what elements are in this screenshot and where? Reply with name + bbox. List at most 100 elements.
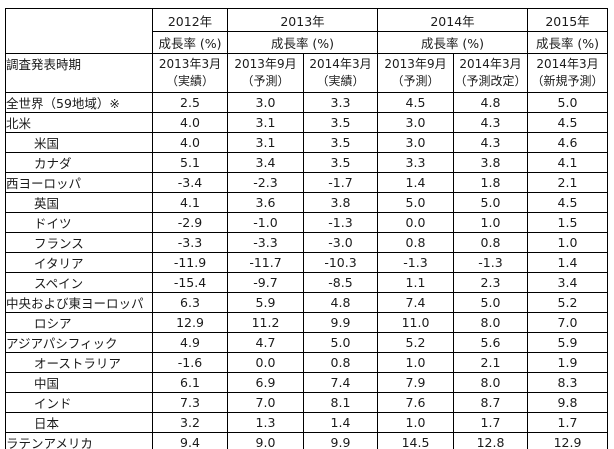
region-label: ラテンアメリカ — [5, 432, 153, 449]
value-cell: -3.4 — [152, 172, 228, 193]
value-cell: 11.0 — [377, 312, 454, 333]
value-cell: 8.0 — [453, 372, 528, 393]
value-cell: 1.3 — [227, 412, 304, 433]
value-cell: 5.0 — [303, 332, 378, 353]
value-cell: 4.3 — [453, 112, 528, 133]
value-cell: 3.4 — [527, 272, 608, 293]
value-cell: 4.5 — [527, 192, 608, 213]
region-label: オーストラリア — [5, 352, 153, 373]
value-cell: 7.3 — [152, 392, 228, 413]
value-cell: 1.1 — [377, 272, 454, 293]
value-cell: 0.8 — [453, 232, 528, 253]
value-cell: -11.7 — [227, 252, 304, 273]
value-cell: 2.1 — [453, 352, 528, 373]
value-cell: 3.8 — [303, 192, 378, 213]
value-cell: -2.9 — [152, 212, 228, 233]
value-cell: 3.5 — [303, 152, 378, 173]
table-row: 日本 3.2 1.3 1.4 1.0 1.7 1.7 — [5, 412, 608, 433]
value-cell: 11.2 — [227, 312, 304, 333]
value-cell: 1.7 — [453, 412, 528, 433]
value-cell: 6.1 — [152, 372, 228, 393]
value-cell: 0.0 — [227, 352, 304, 373]
value-cell: 12.9 — [152, 312, 228, 333]
table-row: ドイツ -2.9 -1.0 -1.3 0.0 1.0 1.5 — [5, 212, 608, 233]
value-cell: 4.1 — [152, 192, 228, 213]
value-cell: 8.0 — [453, 312, 528, 333]
period-col-4: 2013年9月 （予測） — [377, 53, 454, 93]
value-cell: 5.0 — [377, 192, 454, 213]
value-cell: -1.3 — [303, 212, 378, 233]
value-cell: -10.3 — [303, 252, 378, 273]
value-cell: 3.0 — [377, 112, 454, 133]
value-cell: 4.9 — [152, 332, 228, 353]
value-cell: 5.9 — [527, 332, 608, 353]
value-cell: 9.9 — [303, 312, 378, 333]
table-row: 全世界（59地域）※ 2.5 3.0 3.3 4.5 4.8 5.0 — [5, 92, 608, 113]
value-cell: -1.6 — [152, 352, 228, 373]
value-cell: -11.9 — [152, 252, 228, 273]
region-label: ロシア — [5, 312, 153, 333]
value-cell: 3.3 — [377, 152, 454, 173]
table-row: 英国 4.1 3.6 3.8 5.0 5.0 4.5 — [5, 192, 608, 213]
value-cell: 5.6 — [453, 332, 528, 353]
growth-rate-label-2012: 成長率 (%) — [152, 31, 228, 54]
value-cell: 14.5 — [377, 432, 454, 449]
value-cell: 12.9 — [527, 432, 608, 449]
region-label: 西ヨーロッパ — [5, 172, 153, 193]
value-cell: 1.0 — [527, 232, 608, 253]
value-cell: 7.6 — [377, 392, 454, 413]
value-cell: 1.4 — [377, 172, 454, 193]
table-row: ロシア 12.9 11.2 9.9 11.0 8.0 7.0 — [5, 312, 608, 333]
growth-rate-label-2013: 成長率 (%) — [227, 31, 378, 54]
value-cell: -3.0 — [303, 232, 378, 253]
value-cell: 7.4 — [303, 372, 378, 393]
year-header-row: 2012年 2013年 2014年 2015年 — [5, 8, 608, 54]
value-cell: -9.7 — [227, 272, 304, 293]
growth-forecast-table: 2012年 2013年 2014年 2015年 成長率 (%) 成長率 (%) … — [5, 8, 608, 449]
region-label: カナダ — [5, 152, 153, 173]
value-cell: 3.6 — [227, 192, 304, 213]
growth-rate-label-2015: 成長率 (%) — [527, 31, 608, 54]
period-col-5: 2014年3月 （予測改定） — [453, 53, 528, 93]
value-cell: -3.3 — [227, 232, 304, 253]
value-cell: 5.2 — [377, 332, 454, 353]
region-label: 中国 — [5, 372, 153, 393]
table-row: カナダ 5.1 3.4 3.5 3.3 3.8 4.1 — [5, 152, 608, 173]
value-cell: 5.9 — [227, 292, 304, 313]
region-label: アジアパシフィック — [5, 332, 153, 353]
value-cell: 4.0 — [152, 112, 228, 133]
value-cell: 8.3 — [527, 372, 608, 393]
table-row: アジアパシフィック 4.9 4.7 5.0 5.2 5.6 5.9 — [5, 332, 608, 353]
value-cell: 3.5 — [303, 132, 378, 153]
period-col-1: 2013年3月 （実績） — [152, 53, 228, 93]
table-row: 米国 4.0 3.1 3.5 3.0 4.3 4.6 — [5, 132, 608, 153]
value-cell: 0.8 — [377, 232, 454, 253]
value-cell: 4.1 — [527, 152, 608, 173]
table-row: 西ヨーロッパ -3.4 -2.3 -1.7 1.4 1.8 2.1 — [5, 172, 608, 193]
table-row: 中国 6.1 6.9 7.4 7.9 8.0 8.3 — [5, 372, 608, 393]
region-label: 北米 — [5, 112, 153, 133]
survey-period-header-row: 調査発表時期 2013年3月 （実績） 2013年9月 （予測） 2014年3月 （実… — [5, 53, 608, 93]
value-cell: 4.5 — [377, 92, 454, 113]
value-cell: 7.0 — [527, 312, 608, 333]
value-cell: 5.1 — [152, 152, 228, 173]
value-cell: -1.7 — [303, 172, 378, 193]
value-cell: 7.9 — [377, 372, 454, 393]
value-cell: 0.0 — [377, 212, 454, 233]
value-cell: 9.0 — [227, 432, 304, 449]
region-label: 英国 — [5, 192, 153, 213]
value-cell: -1.3 — [453, 252, 528, 273]
value-cell: 1.8 — [453, 172, 528, 193]
value-cell: 9.4 — [152, 432, 228, 449]
table-row: インド 7.3 7.0 8.1 7.6 8.7 9.8 — [5, 392, 608, 413]
value-cell: 1.0 — [377, 412, 454, 433]
value-cell: 0.8 — [303, 352, 378, 373]
value-cell: 12.8 — [453, 432, 528, 449]
region-label: インド — [5, 392, 153, 413]
value-cell: 6.9 — [227, 372, 304, 393]
table-row: イタリア -11.9 -11.7 -10.3 -1.3 -1.3 1.4 — [5, 252, 608, 273]
value-cell: 3.0 — [377, 132, 454, 153]
value-cell: 6.3 — [152, 292, 228, 313]
growth-rate-label-2014: 成長率 (%) — [377, 31, 528, 54]
